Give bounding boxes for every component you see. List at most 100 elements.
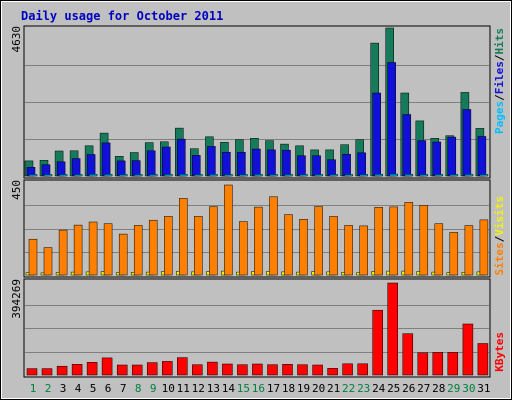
panel-top-bars	[24, 27, 489, 177]
files-bar	[387, 62, 396, 177]
kbytes-bar	[26, 368, 38, 376]
files-bar	[192, 155, 201, 177]
files-bar	[267, 149, 276, 177]
sites-bar	[28, 238, 38, 276]
sites-bar	[464, 225, 474, 276]
panel-bottom-max-label: 394269	[10, 279, 23, 319]
kbytes-bar	[101, 357, 113, 376]
day-label: 24	[372, 382, 386, 395]
legend-bot-text: KBytes	[493, 332, 506, 372]
files-bar	[402, 114, 412, 177]
sites-bar	[299, 219, 308, 276]
sites-bar	[239, 221, 248, 276]
pages-bar	[88, 174, 98, 177]
day-label: 19	[297, 382, 310, 395]
files-bar	[162, 146, 171, 177]
kbytes-bar	[237, 364, 248, 376]
kbytes-bar	[252, 363, 263, 376]
kbytes-bar	[192, 364, 203, 376]
kbytes-bar	[327, 368, 338, 376]
pages-bar	[179, 174, 188, 177]
sites-bar	[254, 206, 263, 276]
kbytes-bar	[162, 361, 173, 376]
sites-bar	[58, 229, 68, 276]
day-label: 16	[252, 382, 265, 395]
pages-bar	[359, 174, 368, 177]
panel-middle: 450 Sites/Visits	[10, 179, 506, 278]
day-label: 5	[90, 382, 97, 395]
pages-bar	[254, 174, 263, 177]
sites-bar	[374, 207, 383, 276]
sites-bar	[118, 233, 128, 276]
files-bar	[282, 149, 291, 177]
files-bar	[297, 155, 306, 177]
legend-mid-text: Sites/Visits	[493, 196, 506, 276]
day-label: 25	[387, 382, 400, 395]
panel-top-legend: Pages/Files/Hits	[493, 28, 506, 134]
sites-bar	[164, 216, 173, 276]
files-bar	[177, 138, 186, 177]
kbytes-bar	[357, 363, 368, 376]
sites-bar	[329, 216, 338, 276]
panel-bottom-legend: KBytes	[493, 332, 506, 372]
kbytes-bar	[447, 352, 459, 376]
pages-bar	[464, 174, 474, 177]
sites-bar	[148, 219, 158, 276]
files-bar	[71, 158, 81, 177]
files-bar	[477, 136, 487, 177]
kbytes-bar	[71, 364, 83, 376]
day-label: 21	[327, 382, 340, 395]
chart-title: Daily usage for October 2011	[21, 9, 223, 23]
files-bar	[342, 153, 351, 177]
sites-bar	[449, 232, 459, 276]
files-bar	[237, 151, 246, 177]
kbytes-bar	[267, 364, 278, 376]
day-label: 2	[45, 382, 52, 395]
pages-bar	[194, 174, 203, 177]
day-label: 29	[447, 382, 460, 395]
pages-bar	[224, 174, 233, 177]
pages-bar	[28, 174, 38, 177]
day-label: 17	[267, 382, 280, 395]
kbytes-bar	[282, 364, 293, 376]
day-label: 11	[177, 382, 190, 395]
sites-bar	[434, 223, 444, 276]
panel-middle-bars	[25, 184, 489, 276]
sites-bar	[209, 206, 218, 276]
day-label: 22	[342, 382, 355, 395]
panel-top-max-label: 4630	[10, 26, 23, 53]
pages-bar	[434, 174, 444, 177]
pages-bar	[73, 174, 83, 177]
files-bar	[207, 146, 216, 177]
sites-bar	[88, 221, 98, 276]
files-bar	[327, 159, 336, 177]
day-label: 13	[207, 382, 220, 395]
files-bar	[447, 136, 457, 177]
day-label: 6	[105, 382, 112, 395]
sites-bar	[43, 247, 53, 276]
files-bar	[252, 148, 261, 177]
legend-pages: Pages	[493, 101, 506, 134]
panel-top: 4630 Pages/Files/Hits	[10, 25, 506, 179]
pages-bar	[449, 174, 459, 177]
pages-bar	[148, 174, 158, 177]
pages-bar	[239, 174, 248, 177]
panel-middle-legend: Sites/Visits	[493, 196, 506, 276]
pages-bar	[374, 174, 383, 177]
sites-bar	[103, 223, 113, 276]
kbytes-bar	[417, 352, 429, 376]
sites-bar	[359, 225, 368, 276]
pages-bar	[103, 174, 113, 177]
day-label: 7	[120, 382, 127, 395]
kbytes-bar	[56, 365, 68, 376]
day-label: 1	[30, 382, 37, 395]
kbytes-bar	[297, 364, 308, 376]
kbytes-bar	[207, 361, 218, 376]
legend-top-text: Pages/Files/Hits	[493, 28, 506, 134]
files-bar	[86, 154, 96, 177]
day-label: 31	[477, 382, 490, 395]
day-label: 3	[60, 382, 67, 395]
day-label: 23	[357, 382, 370, 395]
kbytes-bar	[177, 357, 188, 376]
sites-bar	[404, 202, 414, 276]
